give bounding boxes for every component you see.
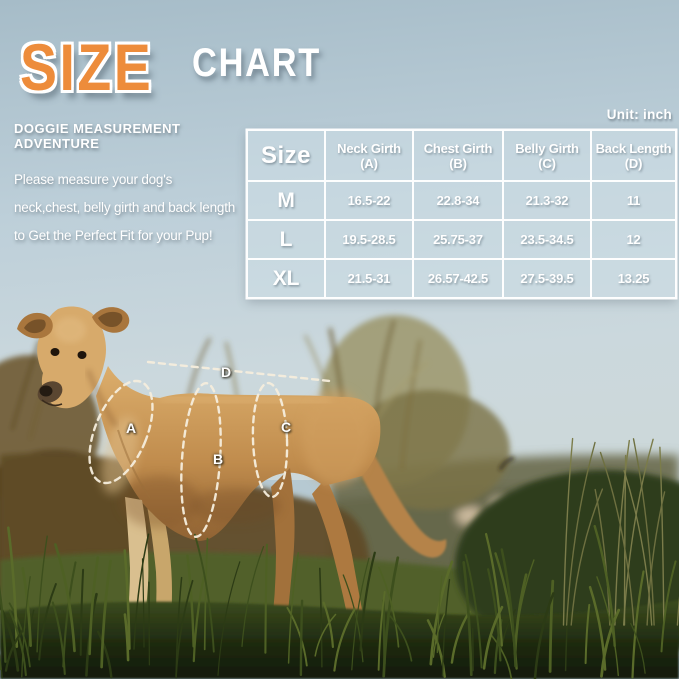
col-header-chest-key: (B) [449,155,467,171]
row-m-back: 11 [591,181,676,220]
grass-blades [0,437,679,679]
page-title: SIZE CHART [20,30,319,104]
belly-girth-ellipse-c [251,381,289,499]
back-length-line-d [146,360,332,383]
col-header-back-label: Back Length [595,140,672,156]
neck-girth-ellipse-a [88,379,154,485]
row-l-chest: 25.75-37 [413,220,503,259]
col-header-back-length: Back Length (D) [591,130,676,181]
col-header-belly-girth: Belly Girth (C) [503,130,591,181]
chest-girth-ellipse-b [180,381,222,539]
intro-block: DOGGIE MEASUREMENT ADVENTURE Please meas… [14,121,266,250]
intro-line-2: neck,chest, belly girth and back length [14,200,236,215]
measure-label-c: C [281,419,292,435]
col-header-belly-key: (C) [538,155,556,171]
row-l-size: L [247,220,325,259]
row-l-belly: 23.5-34.5 [503,220,591,259]
row-m-belly: 21.3-32 [503,181,591,220]
col-header-neck-label: Neck Girth [337,140,401,156]
title-size-word: SIZE [20,30,154,104]
title-chart-word: CHART [192,41,321,85]
measure-label-b: B [213,451,224,467]
col-header-neck-key: (A) [360,155,378,171]
col-header-neck-girth: Neck Girth (A) [325,130,413,181]
row-xl-back: 13.25 [591,259,676,298]
intro-line-3: to Get the Perfect Fit for your Pup! [14,228,213,243]
col-header-belly-label: Belly Girth [515,140,579,156]
measurement-overlay [88,360,332,539]
intro-line-1: Please measure your dog's [14,172,173,187]
row-xl-size: XL [247,259,325,298]
measure-label-d: D [221,364,232,380]
col-header-chest-girth: Chest Girth (B) [413,130,503,181]
row-m-chest: 22.8-34 [413,181,503,220]
row-m-size: M [247,181,325,220]
row-l-back: 12 [591,220,676,259]
col-header-chest-label: Chest Girth [423,140,493,156]
row-l-neck: 19.5-28.5 [325,220,413,259]
foreground-grass [0,600,679,679]
col-header-size: Size [247,130,325,181]
row-m-neck: 16.5-22 [325,181,413,220]
unit-note: Unit: inch [606,107,672,122]
col-header-back-key: (D) [624,155,643,171]
intro-heading: DOGGIE MEASUREMENT ADVENTURE [14,121,181,151]
row-xl-neck: 21.5-31 [325,259,413,298]
row-xl-belly: 27.5-39.5 [503,259,591,298]
measure-label-a: A [126,420,137,436]
row-xl-chest: 26.57-42.5 [413,259,503,298]
size-table: Size Neck Girth (A) Chest Girth (B) Bell… [247,130,676,298]
